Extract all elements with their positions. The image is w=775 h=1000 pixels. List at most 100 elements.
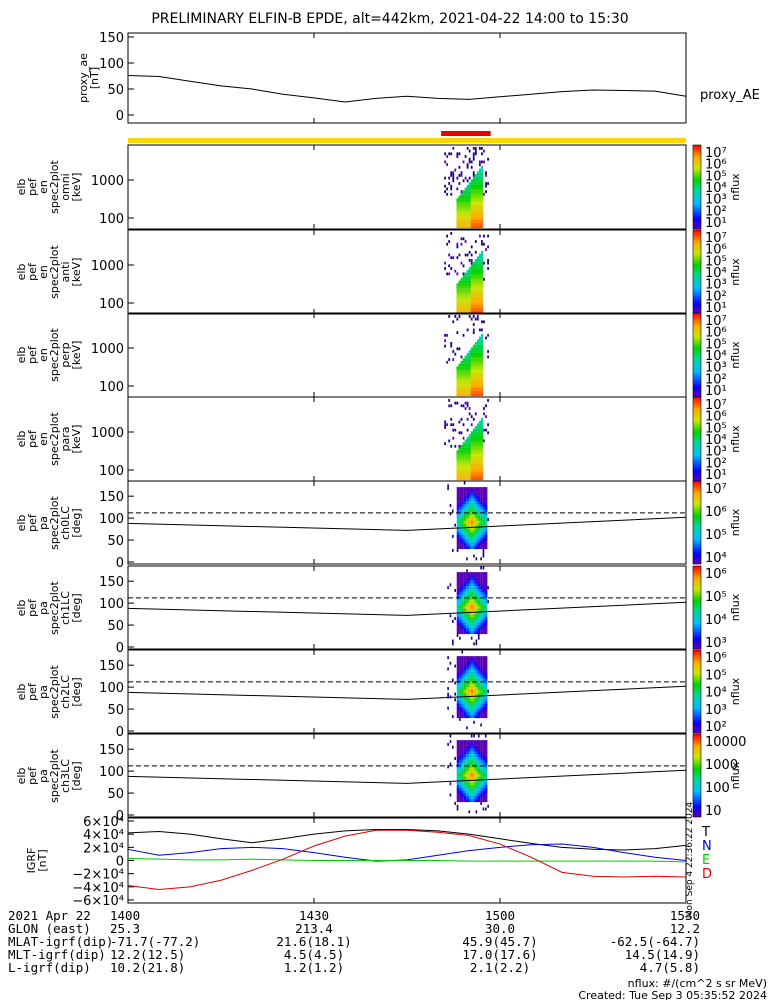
- spec-pixel: [472, 382, 476, 386]
- pa-pixel: [459, 588, 462, 592]
- pa-pixel: [473, 734, 475, 738]
- spec-pixel: [456, 453, 459, 456]
- spec-pixel: [472, 277, 476, 281]
- pa-pixel: [473, 591, 476, 595]
- pa-pixel: [484, 614, 488, 618]
- spec-pixel: [464, 385, 467, 388]
- pa-pixel: [463, 672, 467, 676]
- spec-pixel: [466, 253, 469, 257]
- pa-pixel: [463, 498, 467, 502]
- pa-pixel: [461, 650, 464, 654]
- spec-pixel: [478, 261, 482, 265]
- pa-pixel: [475, 622, 478, 626]
- pa-pixel: [475, 577, 478, 581]
- pa-pixel: [470, 656, 474, 660]
- spec-pixel: [464, 458, 467, 462]
- spec-pixel: [464, 253, 467, 257]
- spec-pixel: [470, 366, 473, 370]
- pa-pixel: [461, 574, 464, 578]
- spec-pixel: [476, 269, 480, 273]
- spec-pixel: [474, 444, 478, 448]
- pa-pixel: [466, 572, 469, 576]
- spec-pixel: [474, 261, 478, 265]
- spec-pixel: [466, 404, 469, 408]
- spec-pixel: [474, 286, 478, 289]
- pa-pixel: [459, 518, 462, 522]
- pa-pixel: [468, 675, 471, 679]
- pa-pixel: [473, 670, 476, 674]
- spec-pixel: [470, 450, 473, 454]
- pa-pixel: [473, 672, 476, 676]
- pa-pixel: [463, 625, 467, 629]
- spec-pixel: [481, 171, 484, 175]
- pa-pixel: [475, 597, 478, 601]
- pa-pixel: [482, 687, 486, 691]
- spec-pixel: [478, 275, 482, 278]
- pa-pixel: [482, 625, 486, 629]
- spec-pixel: [458, 222, 461, 226]
- pa-pixel: [475, 745, 478, 749]
- pa-pixel: [461, 773, 464, 777]
- pa-pixel: [473, 785, 476, 789]
- spec-pixel: [478, 461, 482, 464]
- spec-pixel: [460, 404, 463, 408]
- spec-pixel: [452, 179, 455, 183]
- pa-pixel: [473, 799, 476, 803]
- pa-pixel: [470, 782, 474, 786]
- pa-pixel: [477, 572, 481, 576]
- pa-pixel: [468, 709, 471, 713]
- pa-pixel: [477, 636, 480, 640]
- pa-pixel: [477, 773, 481, 777]
- pa-pixel: [484, 692, 488, 696]
- pa-pixel: [475, 574, 478, 578]
- pa-pixel: [484, 600, 488, 604]
- spec-pixel: [470, 264, 473, 268]
- pa-pixel: [459, 543, 462, 547]
- pa-pixel: [480, 611, 483, 615]
- spec-pixel: [470, 463, 473, 467]
- spec-pixel: [476, 317, 479, 321]
- pa-pixel: [482, 658, 486, 662]
- pa-pixel: [449, 762, 452, 766]
- pa-pixel: [466, 631, 469, 635]
- spec-pixel: [474, 412, 477, 416]
- spec-pixel: [464, 390, 467, 394]
- spec-pixel: [464, 407, 467, 410]
- pa-pixel: [468, 751, 471, 755]
- pa-ylabel-line: [deg]: [70, 593, 83, 622]
- spec-pixel: [472, 296, 476, 300]
- pa-pixel: [463, 631, 467, 635]
- pa-colorbar-label: 10⁴: [705, 613, 727, 628]
- pa-pixel: [473, 698, 476, 702]
- pa-pixel: [456, 756, 460, 760]
- pa-pixel: [470, 628, 474, 632]
- pa-pixel: [459, 776, 462, 780]
- spec-pixel: [456, 222, 459, 226]
- pa-pixel: [459, 608, 462, 612]
- spec-pixel: [478, 374, 482, 378]
- spec-pixel: [466, 458, 469, 462]
- spec-pixel: [481, 358, 484, 361]
- pa-pixel: [475, 518, 478, 522]
- pa-pixel: [482, 793, 486, 797]
- pa-pixel: [456, 572, 460, 576]
- pa-pixel: [449, 512, 452, 516]
- pa-pixel: [473, 658, 476, 662]
- pa-pixel: [480, 534, 483, 538]
- pa-pixel: [480, 756, 483, 760]
- pa-pixel: [468, 588, 471, 592]
- spec-pixel: [462, 179, 465, 183]
- spec-pixel: [462, 390, 465, 394]
- spec-pixel: [462, 280, 465, 284]
- pa-pixel: [482, 768, 486, 772]
- spec-pixel: [462, 474, 465, 478]
- spec-pixel: [478, 195, 482, 199]
- pa-pixel: [468, 706, 471, 710]
- pa-pixel: [482, 572, 486, 576]
- spec-pixel: [470, 259, 473, 262]
- pa-pixel: [473, 622, 476, 626]
- pa-pixel: [482, 656, 486, 660]
- proxy-ae-ylabel-line: proxy_ae: [77, 53, 90, 103]
- spec-pixel: [452, 428, 455, 432]
- spec-pixel: [474, 379, 478, 383]
